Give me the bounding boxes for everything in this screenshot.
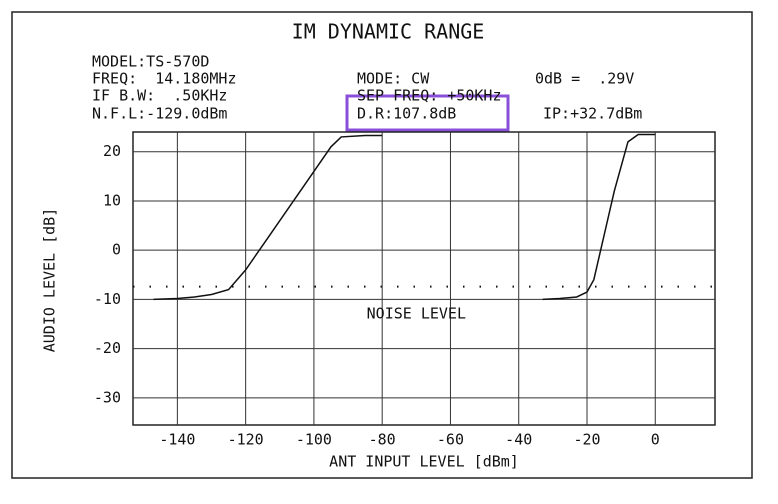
x-tick-label: -20 [573, 431, 600, 449]
y-axis-label: AUDIO LEVEL [dB] [41, 208, 59, 353]
x-axis-label: ANT INPUT LEVEL [dBm] [329, 453, 519, 471]
series-line [153, 134, 383, 301]
x-tick-label: -40 [505, 431, 532, 449]
highlight-box [345, 94, 510, 132]
x-tick-label: -80 [369, 431, 396, 449]
y-tick-label: 10 [103, 191, 121, 209]
y-tick-label: -10 [94, 290, 121, 308]
y-tick-label: 20 [103, 142, 121, 160]
frame [11, 11, 753, 479]
annotation: IF B.W: .50KHz [92, 87, 227, 105]
annotation: D.R:107.8dB [357, 105, 456, 123]
x-tick-label: -60 [437, 431, 464, 449]
annotation: MODE: CW [357, 70, 430, 88]
y-tick-label: 0 [112, 241, 121, 259]
annotation: N.F.L:-129.0dBm [92, 105, 227, 123]
y-tick-label: -20 [94, 339, 121, 357]
x-tick-label: -100 [296, 431, 332, 449]
x-tick-label: -120 [228, 431, 264, 449]
annotation: IP:+32.7dBm [543, 105, 642, 123]
series-line [542, 133, 656, 301]
annotation: MODEL:TS-570D [92, 53, 209, 71]
annotation: 0dB = .29V [535, 70, 634, 88]
x-tick-label: -140 [159, 431, 195, 449]
annotation: FREQ: 14.180MHz [92, 70, 237, 88]
annotation: SEP FREQ: +50KHz [357, 87, 502, 105]
plot-area [132, 131, 716, 426]
x-tick-label: 0 [651, 431, 660, 449]
chart-title: IM DYNAMIC RANGE [292, 20, 485, 44]
y-tick-label: -30 [94, 388, 121, 406]
noise-label: NOISE LEVEL [367, 305, 466, 323]
